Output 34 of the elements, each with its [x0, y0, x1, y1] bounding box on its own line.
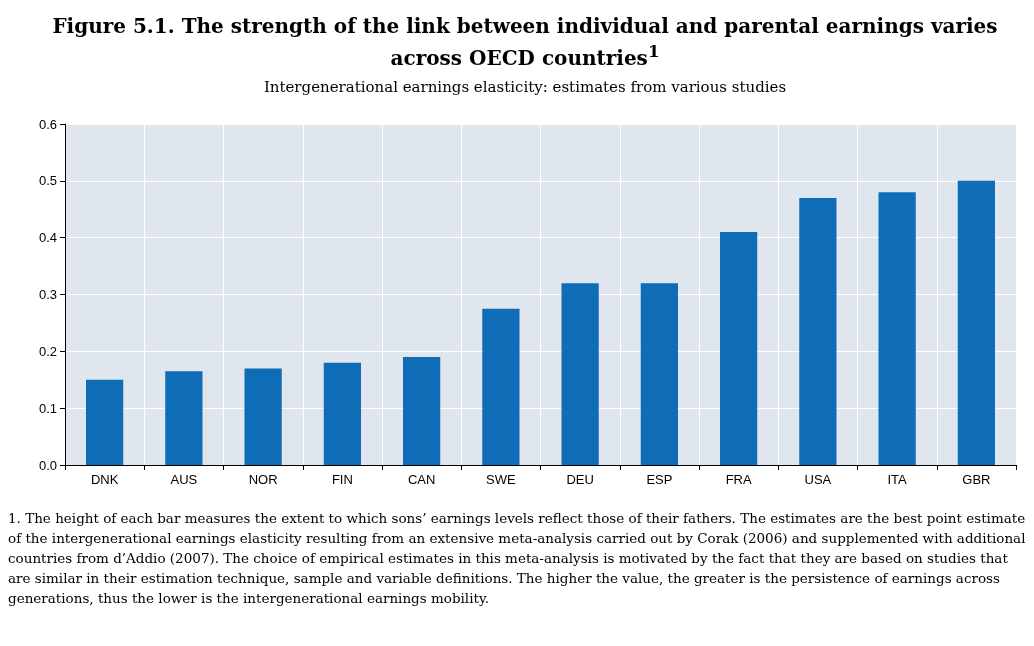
bar: [720, 231, 758, 465]
x-tick-label: DEU: [566, 472, 594, 487]
y-tick-label: 0.4: [38, 230, 57, 246]
x-tick-label: GBR: [962, 472, 991, 487]
x-tick-label: ESP: [646, 472, 673, 487]
y-tick-label: 0.5: [38, 173, 57, 189]
text: 1. The height of each bar measures the extent to which sons’ earnings levels reflect those of their fathers. The estimates are the best point estimate of the intergenerational earnings elasticity resulting from an extensive meta-analysis carried out by Corak (2006) and supplemented with additional countries from d’Addio (2007). The choice of empirical estimates in this meta-analysis is motivated by the fact that they are based on studies that are similar in their estimation technique, sample and variable definitions. The higher the value, the greater is the persistence of earnings across generations, thus the lower is the intergenerational earnings mobility.: [8, 509, 1027, 608]
chart-title: Figure 5.1. The strength of the link between individual and parental earnings varies across OECD countries$^{1}$: [51, 14, 999, 71]
x-tick-label: ITA: [887, 472, 908, 487]
x-tick-label: CAN: [407, 472, 436, 487]
bar: [640, 283, 678, 465]
bar: [799, 197, 837, 465]
x-tick-label: USA: [804, 472, 832, 487]
bar: [878, 192, 916, 465]
y-tick-label: 0.0: [38, 457, 57, 473]
bar: [86, 379, 124, 465]
x-tick-label: FIN: [331, 472, 353, 487]
x-tick-label: DNK: [90, 472, 119, 487]
x-tick-label: FRA: [725, 472, 752, 487]
x-tick-label: AUS: [170, 472, 198, 487]
bar: [165, 371, 203, 465]
x-tick-label: SWE: [486, 472, 516, 487]
y-tick-label: 0.6: [38, 116, 57, 132]
bar: [244, 368, 282, 465]
bar: [403, 357, 441, 465]
x-tick-label: NOR: [248, 472, 278, 487]
y-tick-label: 0.2: [38, 343, 57, 359]
bar: [323, 362, 361, 465]
chart-subtitle: Intergenerational earnings elasticity: estimates from various studies: [262, 78, 788, 96]
bar: [561, 283, 599, 465]
y-tick-label: 0.1: [38, 400, 57, 416]
bar: [957, 180, 995, 465]
y-tick-label: 0.3: [38, 287, 57, 302]
bar: [482, 308, 520, 465]
